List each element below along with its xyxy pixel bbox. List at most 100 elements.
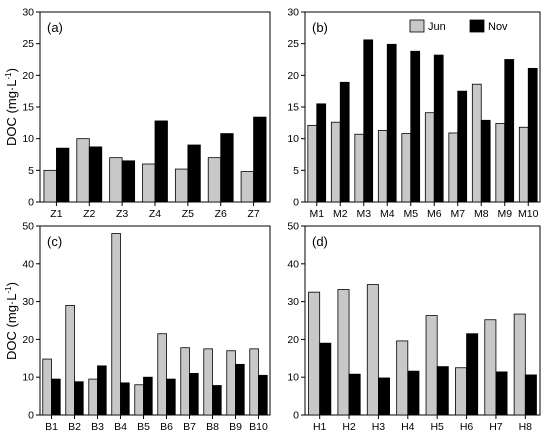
bar-jun [226, 350, 236, 416]
bar-jun [471, 83, 482, 203]
x-tick-label: B5 [137, 421, 150, 432]
bar-nov [51, 378, 61, 416]
bar-nov [120, 382, 130, 416]
bar-jun [454, 367, 467, 416]
bar-nov [166, 378, 176, 416]
bar-jun [495, 123, 506, 203]
bar-nov [154, 120, 168, 203]
bar-nov [97, 365, 107, 416]
bar-nov [121, 160, 136, 203]
bar-jun [354, 133, 365, 203]
bar-nov [407, 370, 420, 416]
y-tick-label: 15 [287, 102, 299, 114]
x-tick-label: B4 [114, 421, 127, 432]
panel-label: (d) [312, 234, 328, 249]
legend-label-nov: Nov [488, 21, 508, 33]
bar-jun [377, 130, 388, 203]
plot-frame [39, 225, 271, 416]
bar-jun [180, 347, 190, 416]
x-tick-label: Z4 [149, 208, 161, 220]
bar-nov [386, 43, 397, 203]
y-tick-label: 0 [293, 197, 299, 209]
bar-jun [109, 157, 123, 203]
y-tick-label: 10 [287, 372, 299, 384]
x-tick-label: B8 [206, 421, 219, 432]
bar-jun [307, 124, 318, 203]
x-tick-label: H5 [430, 421, 444, 432]
panel-label: (a) [47, 20, 63, 35]
bar-nov [348, 373, 361, 416]
bar-jun [42, 358, 52, 416]
legend-label-jun: Jun [428, 21, 446, 33]
x-tick-label: B1 [45, 421, 58, 432]
x-tick-label: H7 [489, 421, 503, 432]
bar-jun [448, 132, 459, 203]
bar-jun [207, 157, 222, 203]
panel-b: 0 5 10 15 20 25 30 (b) M1 M2 M3 M4 M5 M6 M7 M8 M9 M10 [287, 7, 541, 220]
y-tick-label: 20 [22, 70, 34, 82]
bar-jun [308, 291, 321, 416]
x-tick-label: M9 [497, 208, 512, 220]
y-tick-label: 50 [22, 221, 34, 233]
legend-swatch-jun [409, 19, 425, 33]
bar-jun [425, 315, 438, 416]
x-tick-label: Z7 [247, 208, 259, 220]
y-tick-label: 30 [287, 296, 299, 308]
bar-jun [396, 340, 409, 416]
x-tick-label: H1 [313, 421, 327, 432]
bar-nov [436, 366, 449, 416]
x-tick-label: H2 [342, 421, 356, 432]
x-tick-label: M4 [380, 208, 395, 220]
bar-nov [189, 373, 199, 416]
bar-nov [316, 103, 327, 203]
panel-label: (b) [312, 20, 328, 35]
y-tick-label: 10 [287, 133, 299, 145]
bar-nov [212, 385, 222, 416]
bar-jun [484, 319, 497, 416]
bar-jun [240, 171, 254, 203]
y-tick-label: 20 [287, 70, 299, 82]
bar-nov [410, 50, 421, 203]
bar-jun [424, 112, 435, 203]
bar-jun [111, 233, 121, 416]
bar-jun [43, 169, 57, 203]
bar-jun [330, 121, 341, 203]
bar-nov [88, 146, 103, 203]
panel-label: (c) [47, 234, 62, 249]
x-tick-label: Z5 [182, 208, 194, 220]
y-tick-label: 30 [22, 7, 34, 19]
x-tick-label: B2 [68, 421, 81, 432]
y-tick-label: 0 [28, 197, 34, 209]
x-tick-label: B10 [249, 421, 268, 432]
bar-nov [253, 116, 267, 203]
bar-jun [249, 348, 259, 416]
x-tick-label: M7 [450, 208, 465, 220]
y-tick-label: 10 [22, 372, 34, 384]
bar-jun [366, 284, 379, 416]
x-tick-label: Z6 [215, 208, 227, 220]
ylabel-top: DOC (mg·L-1) [4, 68, 19, 146]
bar-jun [157, 333, 167, 416]
ylabel-bottom: DOC (mg·L-1) [4, 282, 19, 360]
bar-nov [187, 144, 201, 203]
x-tick-label: H4 [401, 421, 415, 432]
y-tick-label: 25 [22, 38, 34, 50]
y-tick-label: 15 [22, 102, 34, 114]
y-tick-label: 5 [28, 165, 34, 177]
bar-jun [134, 384, 144, 416]
x-tick-label: H3 [372, 421, 386, 432]
x-tick-label: M8 [474, 208, 489, 220]
legend: Jun Nov [409, 19, 508, 33]
plot-frame [304, 225, 541, 416]
bar-nov [339, 81, 350, 203]
x-tick-label: Z2 [83, 208, 95, 220]
bar-jun [401, 133, 412, 203]
panel-d: 0 10 20 30 40 50 (d) H1 H2 H3 H4 H5 H6 H7 H8 [287, 221, 541, 432]
y-tick-label: 25 [287, 38, 299, 50]
y-tick-label: 30 [22, 296, 34, 308]
x-tick-label: B3 [91, 421, 104, 432]
y-tick-label: 5 [293, 165, 299, 177]
y-tick-label: 10 [22, 133, 34, 145]
bar-nov [504, 59, 515, 203]
x-tick-label: H6 [460, 421, 474, 432]
